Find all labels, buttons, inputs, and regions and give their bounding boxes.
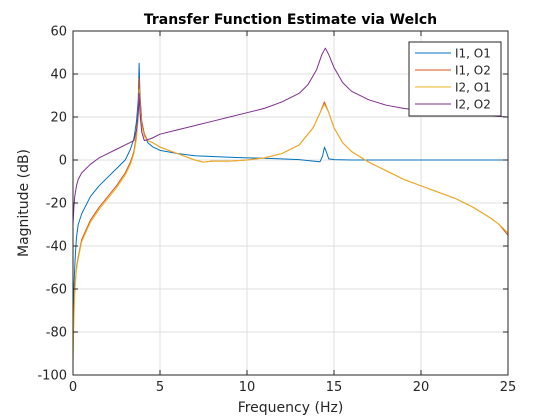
y-tick-label: -100 (37, 369, 67, 384)
y-tick-label: 0 (59, 154, 67, 169)
y-tick-label: 40 (50, 68, 67, 83)
x-tick-label: 20 (413, 380, 430, 395)
legend-entry-label: I2, O2 (455, 98, 491, 112)
x-tick-label: 5 (156, 380, 164, 395)
x-tick-label: 10 (239, 380, 256, 395)
x-axis-label: Frequency (Hz) (238, 400, 344, 416)
y-tick-label: -40 (46, 240, 67, 255)
y-tick-label: -20 (46, 197, 67, 212)
chart-title: Transfer Function Estimate via Welch (144, 12, 437, 28)
y-tick-label: -60 (46, 283, 67, 298)
series-line-i1-o1 (73, 62, 508, 322)
legend-entry-label: I1, O2 (455, 64, 491, 78)
ticks: 0 5 10 15 20 25 -100 -80 -60 -40 -20 0 20 40 60 (37, 25, 516, 396)
series-line-i2-o1 (73, 88, 508, 365)
legend: I1, O1 I1, O2 I2, O1 I2, O2 (408, 41, 502, 117)
y-axis-label: Magnitude (dB) (16, 149, 32, 257)
legend-entry-label: I2, O1 (455, 81, 491, 95)
x-tick-label: 15 (326, 380, 343, 395)
y-tick-label: 60 (50, 25, 67, 40)
legend-entry-label: I1, O1 (455, 47, 491, 61)
x-tick-label: 25 (500, 380, 517, 395)
series-layer (73, 47, 508, 365)
x-tick-label: 0 (69, 380, 77, 395)
series-line-i2-o2 (73, 47, 508, 225)
y-tick-label: 20 (50, 111, 67, 126)
y-tick-label: -80 (46, 326, 67, 341)
